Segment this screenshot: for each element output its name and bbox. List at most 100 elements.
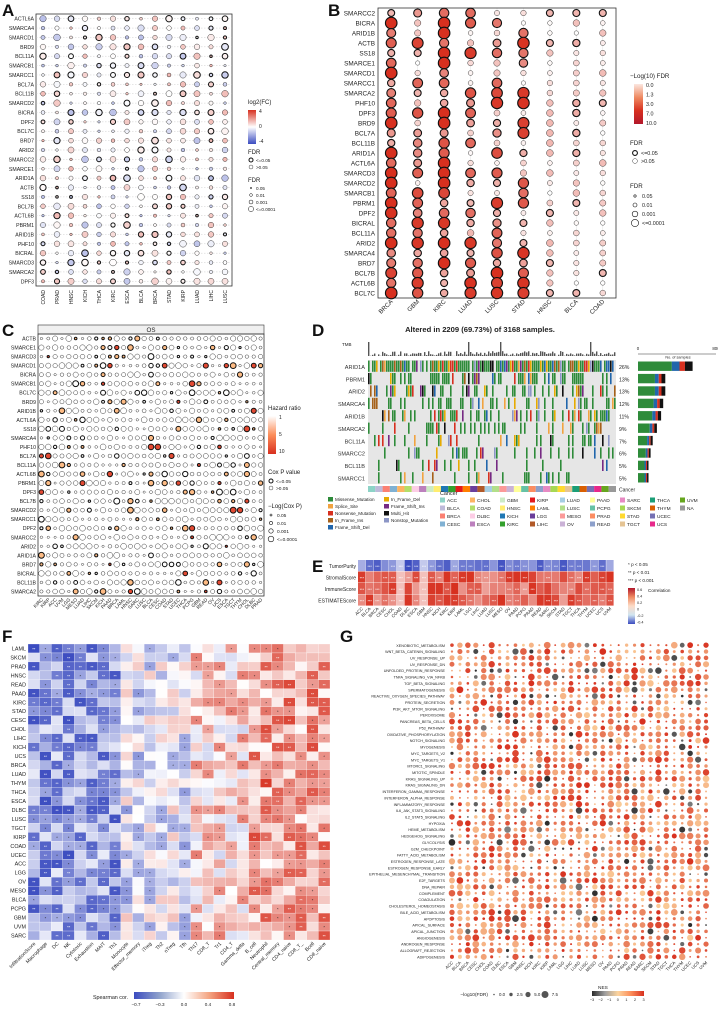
panel-e-cell <box>427 560 436 572</box>
panel-c-dot <box>59 516 65 522</box>
panel-a-dot <box>109 62 117 69</box>
panel-c-dot <box>113 335 120 342</box>
panel-e-sig: *** <box>399 588 404 592</box>
panel-f-cell <box>97 912 110 923</box>
panel-f-cell <box>109 697 122 707</box>
panel-e-cell <box>513 560 521 572</box>
panel-c-dot <box>59 580 65 585</box>
panel-e-cell <box>373 583 381 595</box>
panel-c-dot <box>45 479 52 487</box>
panel-f-cell <box>51 921 63 932</box>
panel-d-mut-cell <box>606 397 608 409</box>
panel-f-sig: * <box>323 772 325 777</box>
panel-d-cancer-strip <box>368 486 376 492</box>
panel-c-dot <box>66 390 72 396</box>
panel-d-tmb-bar <box>608 352 610 356</box>
panel-g-dot <box>705 752 708 755</box>
panel-c-dot <box>223 407 230 414</box>
panel-f-row-label: KIRC <box>13 700 26 706</box>
panel-f-cell <box>109 733 122 743</box>
panel-c-gene-label: SMARCC2 <box>11 535 36 541</box>
panel-e-cell <box>389 594 397 606</box>
panel-e-cell <box>598 583 606 595</box>
panel-f: F LAML ** * ** ** * ** * * * * * * SKCM * * ** ** * * * * ** PR… <box>0 626 338 1016</box>
panel-d-tmb-bar <box>418 352 420 356</box>
panel-f-sig: * <box>45 709 47 714</box>
panel-b-dot <box>384 116 398 130</box>
panel-f-sig: ** <box>288 871 292 876</box>
panel-g-dot <box>632 662 637 666</box>
panel-b-dot <box>386 27 397 39</box>
panel-a-dot <box>67 240 75 247</box>
panel-c-dot <box>237 353 243 360</box>
panel-b-dot <box>385 107 397 119</box>
panel-a-dot <box>82 147 88 153</box>
panel-g-dot <box>593 764 597 768</box>
panel-c-dot <box>87 463 92 467</box>
panel-d-cancer-strip <box>492 486 500 492</box>
panel-c-dot <box>196 553 202 558</box>
panel-d-mut-cell <box>600 410 602 422</box>
panel-d-mut-cell <box>488 472 490 484</box>
panel-a-dot <box>207 222 215 229</box>
panel-b-colorbar-tick: 0.0 <box>646 83 654 89</box>
panel-f-sig: ** <box>55 862 59 867</box>
panel-f-cell <box>213 814 226 824</box>
panel-d-mut-cell <box>568 472 570 484</box>
panel-g-dot <box>600 668 606 674</box>
panel-f-sig: * <box>68 862 70 867</box>
panel-a-gene-label: PBRM1 <box>16 223 34 229</box>
panel-g-dot <box>593 758 597 762</box>
panel-c-dot <box>149 544 153 548</box>
panel-c-dot <box>52 417 58 423</box>
panel-e-sig: *** <box>499 565 504 569</box>
panel-c-dot <box>58 507 65 514</box>
panel-f-colorbar-tick: 0.8 <box>229 1002 236 1007</box>
panel-c-dot <box>127 588 134 595</box>
panel-d-mut-cell <box>526 397 528 409</box>
panel-g-dot <box>687 642 694 649</box>
panel-c-gene-label: SMARCD3 <box>11 355 36 361</box>
panel-e-cell <box>443 560 451 572</box>
panel-g-dot <box>553 738 558 743</box>
panel-d-cancer-item: UCEC <box>657 514 671 520</box>
panel-f-cell <box>132 930 145 941</box>
panel-f-cell <box>132 895 145 905</box>
panel-g-dot <box>655 769 662 776</box>
panel-g-dot <box>560 744 566 750</box>
panel-c-dot <box>203 463 208 467</box>
panel-a-gene-label: BCL11A <box>15 54 34 60</box>
panel-g-dot <box>671 680 678 687</box>
panel-a-dot <box>81 249 89 257</box>
panel-g-dot <box>680 656 685 660</box>
panel-d-mut-cell <box>484 360 486 372</box>
panel-a-dot <box>207 81 215 88</box>
panel-g-dot <box>578 656 580 659</box>
panel-f-col-label: iTreg <box>141 941 153 953</box>
panel-c-dot <box>147 353 155 360</box>
panel-d-mut-cell <box>436 360 438 372</box>
panel-f-cell <box>155 670 168 681</box>
panel-g-pathway-label: MTORC1_SIGNALING <box>407 765 445 769</box>
panel-f-col-label: Bcell <box>304 941 316 953</box>
panel-f-sig: * <box>265 880 267 885</box>
panel-c-dot <box>189 435 195 441</box>
panel-c-gene-label: DPF3 <box>23 490 36 496</box>
panel-f-sig: * <box>254 673 256 678</box>
panel-f-cell <box>97 760 110 770</box>
panel-g-dot <box>577 675 581 679</box>
panel-d-cancer-item: ACC <box>447 498 458 504</box>
panel-b-dot <box>517 116 530 130</box>
panel-a-dot <box>207 108 215 116</box>
panel-g-dot <box>496 687 503 693</box>
panel-d-tmb-bar <box>436 354 438 356</box>
panel-d-tmb-bar <box>390 354 392 356</box>
panel-f-sig: ** <box>55 673 59 678</box>
panel-g-dot <box>543 667 551 674</box>
panel-c-dot <box>257 363 264 369</box>
panel-d-mut-cell <box>528 472 530 484</box>
panel-c-dot <box>224 445 229 449</box>
panel-e-cancer-label: LUSC <box>484 606 496 618</box>
panel-b-dot <box>385 157 397 169</box>
panel-f-sig: ** <box>90 808 94 813</box>
